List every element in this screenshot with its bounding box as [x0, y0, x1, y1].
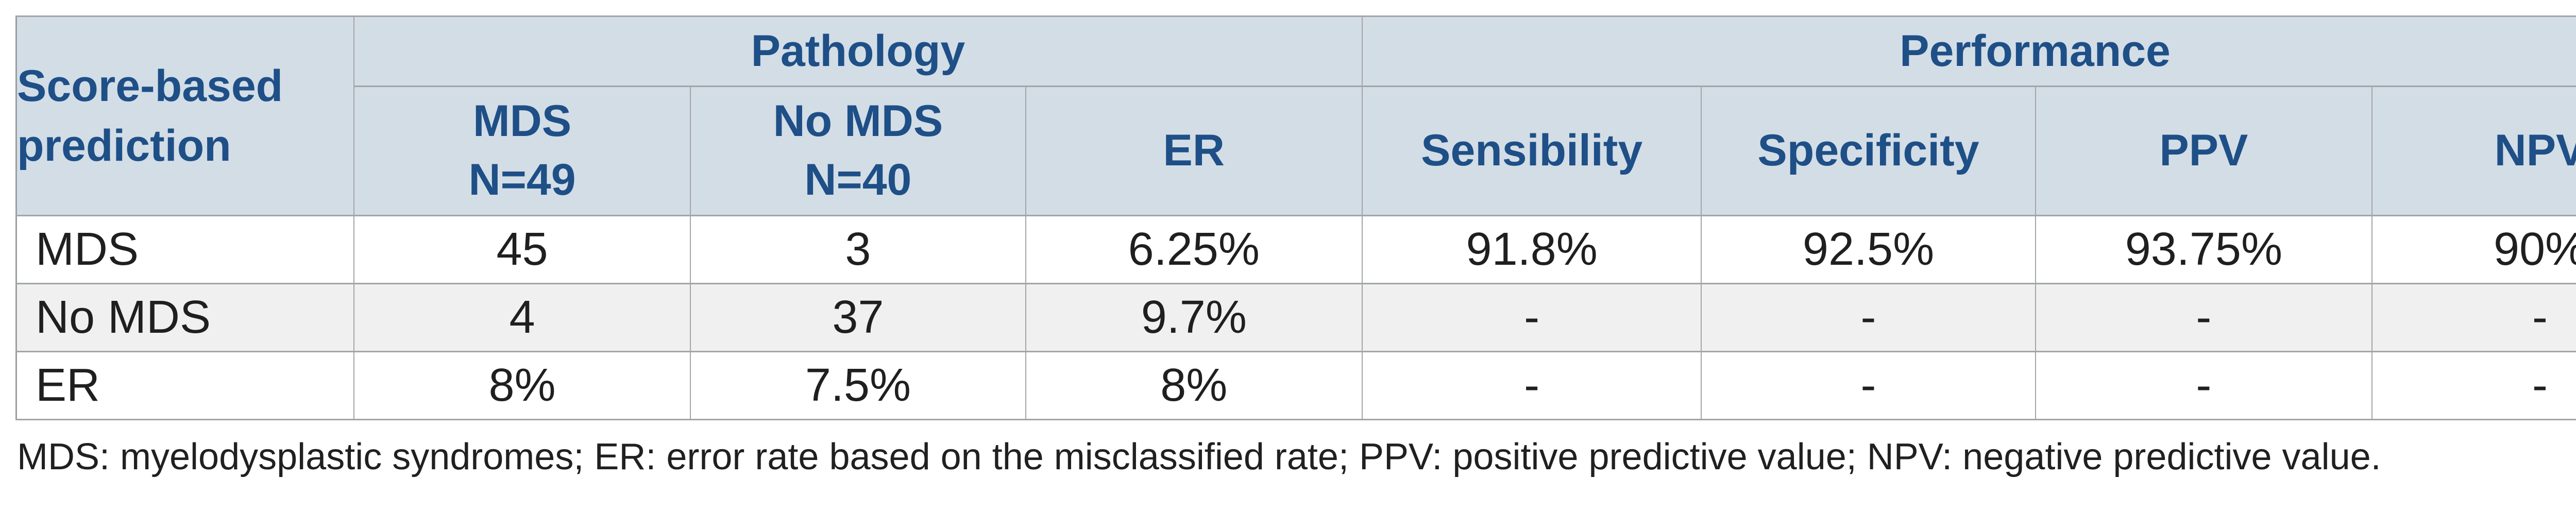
cell-er-sensibility: - [1362, 352, 1701, 420]
col-header-er: ER [1026, 87, 1362, 216]
table-row-er: ER 8% 7.5% 8% - - - - [16, 352, 2576, 420]
cell-mds-sensibility: 91.8% [1362, 216, 1701, 284]
corner-header-score-based-prediction: Score-based prediction [16, 16, 354, 216]
cell-no-mds-specificity: - [1701, 284, 2035, 352]
group-header-performance: Performance [1362, 16, 2576, 87]
cell-mds-npv: 90% [2372, 216, 2576, 284]
cell-mds-mds: 45 [354, 216, 690, 284]
cell-no-mds-sensibility: - [1362, 284, 1701, 352]
row-label-no-mds: No MDS [16, 284, 354, 352]
results-table: Score-based prediction Pathology Perform… [15, 15, 2576, 420]
col-header-mds: MDS N=49 [354, 87, 690, 216]
table-row-mds: MDS 45 3 6.25% 91.8% 92.5% 93.75% 90% [16, 216, 2576, 284]
cell-mds-ppv: 93.75% [2036, 216, 2372, 284]
cell-mds-er: 6.25% [1026, 216, 1362, 284]
cell-er-no-mds: 7.5% [690, 352, 1025, 420]
table-row-no-mds: No MDS 4 37 9.7% - - - - [16, 284, 2576, 352]
cell-no-mds-no-mds: 37 [690, 284, 1025, 352]
col-header-no-mds-name: No MDS [691, 92, 1025, 151]
group-header-pathology: Pathology [354, 16, 1362, 87]
col-header-ppv: PPV [2036, 87, 2372, 216]
cell-mds-specificity: 92.5% [1701, 216, 2035, 284]
col-header-sensibility: Sensibility [1362, 87, 1701, 216]
cell-no-mds-npv: - [2372, 284, 2576, 352]
col-header-npv: NPV [2372, 87, 2576, 216]
cell-no-mds-er: 9.7% [1026, 284, 1362, 352]
row-label-er: ER [16, 352, 354, 420]
cell-er-ppv: - [2036, 352, 2372, 420]
footnote: MDS: myelodysplastic syndromes; ER: erro… [17, 434, 2576, 480]
col-header-no-mds: No MDS N=40 [690, 87, 1025, 216]
cell-no-mds-ppv: - [2036, 284, 2372, 352]
row-label-mds: MDS [16, 216, 354, 284]
cell-er-specificity: - [1701, 352, 2035, 420]
cell-mds-no-mds: 3 [690, 216, 1025, 284]
col-header-specificity: Specificity [1701, 87, 2035, 216]
cell-er-npv: - [2372, 352, 2576, 420]
sub-header-row: MDS N=49 No MDS N=40 ER Sensibility Spec… [16, 87, 2576, 216]
cell-no-mds-mds: 4 [354, 284, 690, 352]
paper-table-figure: Score-based prediction Pathology Perform… [0, 15, 2576, 528]
col-header-mds-name: MDS [354, 92, 690, 151]
col-header-mds-count: N=49 [354, 151, 690, 210]
group-header-row: Score-based prediction Pathology Perform… [16, 16, 2576, 87]
col-header-no-mds-count: N=40 [691, 151, 1025, 210]
cell-er-er: 8% [1026, 352, 1362, 420]
cell-er-mds: 8% [354, 352, 690, 420]
